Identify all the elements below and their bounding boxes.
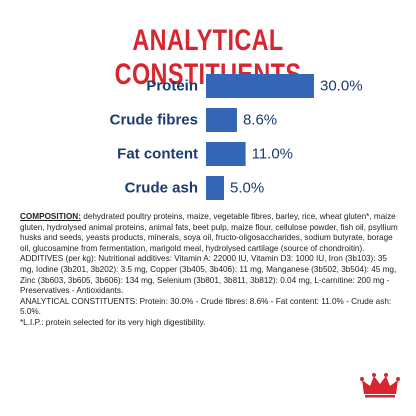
value-label: 30.0% [320, 78, 363, 95]
value-label: 5.0% [230, 180, 264, 197]
bar [206, 108, 237, 132]
category-label: Crude ash [125, 180, 198, 197]
additives-paragraph: ADDITIVES (per kg): Nutritional additive… [20, 254, 397, 296]
crown-icon [360, 373, 400, 398]
category-label: Protein [146, 78, 198, 95]
composition-body: dehydrated poultry proteins, maize, vege… [20, 212, 398, 253]
bar [206, 142, 246, 166]
analytical-paragraph: ANALYTICAL CONSTITUENTS: Protein: 30.0% … [20, 296, 392, 317]
value-label: 11.0% [252, 146, 293, 163]
bar [206, 176, 224, 200]
composition-label: COMPOSITION: [20, 212, 81, 221]
value-label: 8.6% [243, 112, 277, 129]
nutrient-bar-chart: Protein 30.0% Crude fibres 8.6% Fat content 1… [110, 74, 363, 200]
composition-text: COMPOSITION: dehydrated poultry proteins… [20, 212, 400, 329]
category-label: Fat content [117, 146, 198, 163]
footnote-paragraph: *L.I.P.: protein selected for its very h… [20, 317, 206, 327]
composition-paragraph: COMPOSITION: dehydrated poultry proteins… [20, 212, 400, 254]
bar [206, 74, 314, 98]
category-label: Crude fibres [110, 112, 198, 129]
